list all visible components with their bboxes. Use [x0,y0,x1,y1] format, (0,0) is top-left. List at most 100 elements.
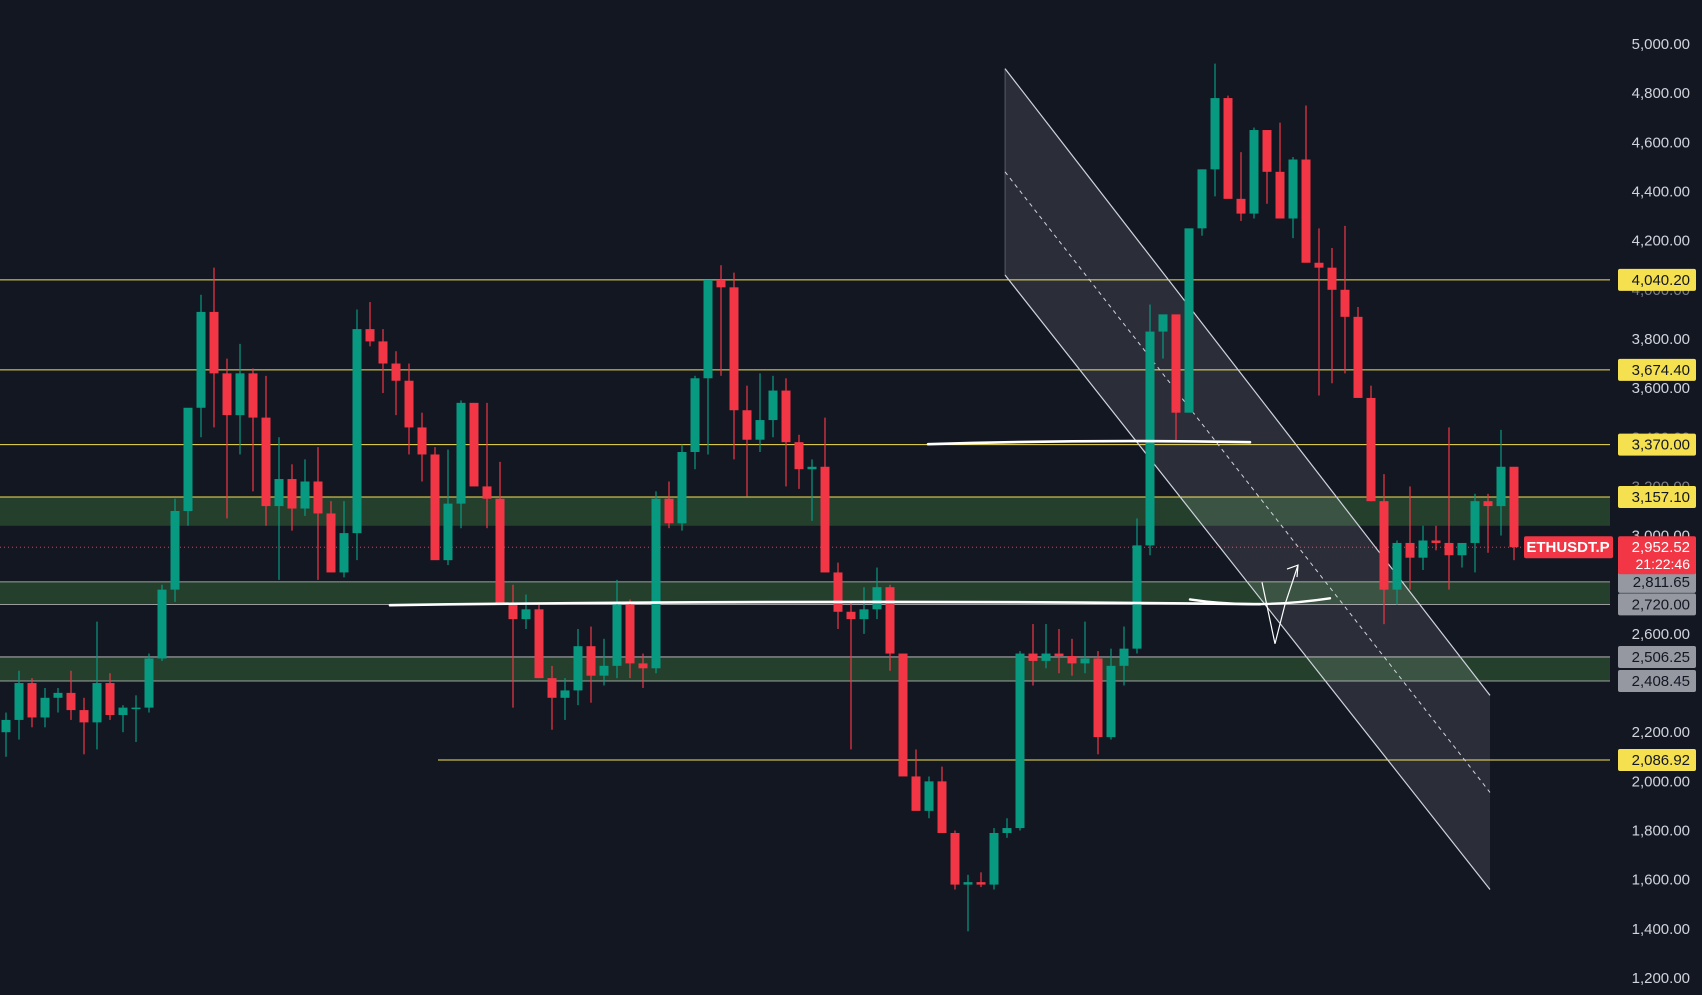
candle[interactable] [287,464,297,531]
candle[interactable] [79,697,89,755]
candle[interactable] [638,653,648,688]
candle[interactable] [274,437,284,580]
candle[interactable] [950,830,960,890]
candle[interactable] [1444,427,1454,590]
candle[interactable] [456,400,466,529]
candle[interactable] [261,375,271,526]
candle[interactable] [742,385,752,497]
candle[interactable] [1119,626,1129,686]
candle[interactable] [807,459,817,521]
candle[interactable] [1080,621,1090,674]
candle[interactable] [53,687,63,713]
candle[interactable] [612,579,622,679]
candle[interactable] [625,599,635,679]
candle[interactable] [339,501,349,578]
candle[interactable] [1288,157,1298,239]
candle[interactable] [937,766,947,833]
candles-layer[interactable] [1,63,1519,932]
candle[interactable] [1379,474,1389,625]
candle[interactable] [1327,248,1337,384]
candle[interactable] [1028,624,1038,686]
candle[interactable] [833,562,843,629]
candle[interactable] [1457,542,1467,568]
candle[interactable] [1067,638,1077,676]
candle[interactable] [1145,304,1155,556]
candle[interactable] [1015,651,1025,831]
candle[interactable] [209,267,219,428]
candle[interactable] [690,375,700,470]
candle[interactable] [1,712,11,757]
candle[interactable] [313,447,323,580]
candle[interactable] [716,265,726,376]
candle[interactable] [1418,525,1428,570]
candle[interactable] [482,402,492,529]
candle[interactable] [898,653,908,777]
candle[interactable] [573,628,583,706]
candle[interactable] [417,412,427,482]
candle[interactable] [781,378,791,487]
candle[interactable] [508,584,518,708]
candle[interactable] [1171,314,1181,443]
candle[interactable] [1405,486,1415,590]
candle[interactable] [560,678,570,720]
candle[interactable] [1210,63,1220,197]
candle[interactable] [794,434,804,489]
candle[interactable] [1197,169,1207,236]
candle[interactable] [755,373,765,453]
candle[interactable] [248,368,258,492]
candle[interactable] [27,678,37,728]
candle[interactable] [703,279,713,455]
candle[interactable] [586,626,596,703]
candle[interactable] [1314,228,1324,396]
candle[interactable] [651,491,661,674]
candle[interactable] [66,670,76,720]
candle[interactable] [677,444,687,531]
candle[interactable] [1093,651,1103,755]
candle[interactable] [300,459,310,516]
candle[interactable] [378,329,388,394]
candle[interactable] [820,417,830,573]
candle[interactable] [1301,105,1311,263]
candle[interactable] [1184,228,1194,413]
candle[interactable] [1158,314,1168,359]
candle[interactable] [183,407,193,526]
candle[interactable] [989,828,999,890]
candle[interactable] [1340,225,1350,374]
candle[interactable] [105,673,115,720]
candle[interactable] [1041,624,1051,669]
candle[interactable] [1249,127,1259,219]
candle[interactable] [885,584,895,671]
candle[interactable] [144,653,154,713]
candle[interactable] [326,501,336,573]
candle[interactable] [846,601,856,750]
candle[interactable] [430,447,440,561]
candle[interactable] [92,621,102,750]
candle[interactable] [157,584,167,661]
candle[interactable] [768,375,778,438]
candle[interactable] [1392,540,1402,605]
candle[interactable] [1223,95,1233,199]
candle[interactable] [976,872,986,888]
candle[interactable] [1470,493,1480,573]
candle[interactable] [599,638,609,686]
candle[interactable] [872,567,882,620]
candle[interactable] [352,309,362,561]
candle[interactable] [391,351,401,416]
candle[interactable] [1275,122,1285,219]
candle[interactable] [1366,385,1376,502]
candle[interactable] [1431,525,1441,551]
candle[interactable] [1132,518,1142,654]
candle[interactable] [1483,493,1493,553]
candle[interactable] [1002,818,1012,838]
candle[interactable] [118,705,128,733]
candle[interactable] [729,272,739,460]
candle[interactable] [534,604,544,679]
candle[interactable] [911,749,921,811]
candle[interactable] [443,449,453,566]
candle[interactable] [469,402,479,487]
candle[interactable] [1262,130,1272,204]
candle[interactable] [859,587,869,634]
candle[interactable] [963,874,973,932]
candle[interactable] [1496,429,1506,536]
